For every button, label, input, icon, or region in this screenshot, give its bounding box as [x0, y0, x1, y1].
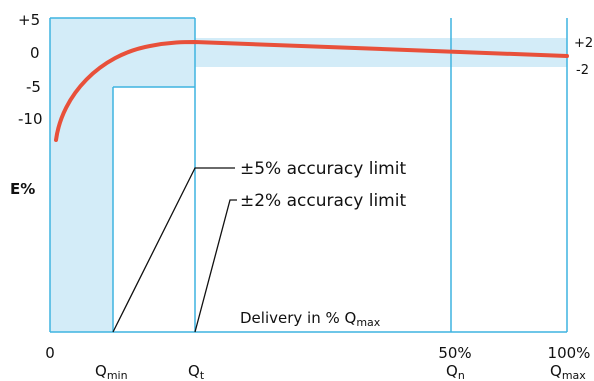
annotation: ±2% accuracy limit — [240, 191, 406, 211]
y-tick-label: 0 — [30, 44, 40, 62]
flow-label: Qmin — [95, 362, 128, 381]
q-sub: min — [107, 369, 128, 381]
q: Q — [95, 362, 107, 380]
q: Q — [446, 362, 458, 380]
percent-label: 0 — [45, 344, 55, 362]
error-curve — [54, 39, 569, 142]
x-axis-title: Delivery in % Qmax — [240, 309, 381, 329]
annotation-leaders — [112, 167, 237, 333]
title-text: Delivery in % Q — [240, 309, 356, 327]
q: Q — [188, 362, 200, 380]
q-sub: t — [200, 369, 205, 381]
percent-label: 50% — [438, 344, 471, 362]
flow-label: Qt — [188, 362, 205, 381]
frame-lines — [49, 17, 568, 333]
right-label: -2 — [576, 63, 589, 78]
title-sub: max — [356, 316, 380, 329]
y-tick-label: +5 — [18, 11, 40, 29]
q-sub: n — [458, 369, 465, 381]
y-tick-label: -5 — [26, 78, 41, 96]
leader-2 — [194, 199, 237, 333]
leader-5 — [112, 167, 235, 333]
right-label: +2 — [574, 36, 593, 51]
q-sub: max — [562, 369, 586, 381]
y-axis-label: E% — [10, 180, 35, 198]
five-percent-region — [50, 18, 195, 332]
flow-label: Qmax — [550, 362, 586, 381]
q: Q — [550, 362, 562, 380]
y-tick-label: -10 — [18, 110, 43, 128]
flow-label: Qn — [446, 362, 465, 381]
percent-label: 100% — [548, 344, 591, 362]
annotation: ±5% accuracy limit — [240, 159, 406, 179]
